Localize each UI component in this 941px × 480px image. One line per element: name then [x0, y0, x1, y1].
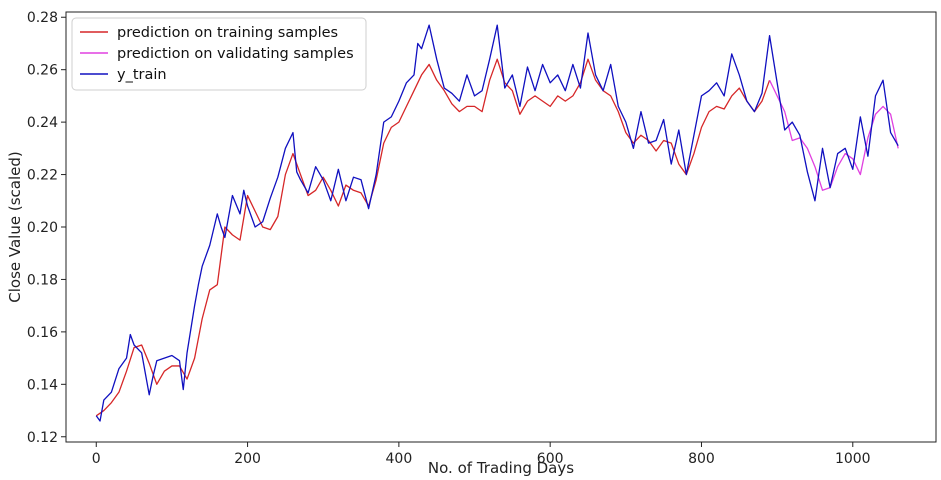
series-line-1 [95, 58, 771, 417]
y-tick-label: 0.22 [27, 168, 58, 184]
x-tick-label: 1000 [835, 451, 871, 467]
y-tick-label: 0.28 [27, 10, 58, 26]
y-tick-label: 0.20 [27, 220, 58, 236]
y-axis-label: Close Value (scaled) [6, 151, 24, 302]
x-tick-label: 400 [386, 451, 413, 467]
series-layer [95, 24, 899, 422]
legend-label: prediction on validating samples [117, 46, 354, 62]
x-axis-label: No. of Trading Days [428, 459, 574, 477]
series-line-2 [768, 79, 899, 191]
y-tick-label: 0.16 [27, 325, 58, 341]
legend-label: prediction on training samples [117, 25, 338, 41]
x-tick-label: 600 [537, 451, 564, 467]
x-tick-label: 800 [688, 451, 715, 467]
legend: prediction on training samples prediction… [71, 17, 367, 91]
y-tick-label: 0.24 [27, 115, 58, 131]
ticks: 0 200 400 600 800 1000 0.12 0.14 0.16 0.18 0.20 0.2… [27, 10, 871, 467]
y-tick-label: 0.12 [27, 430, 58, 446]
y-tick-label: 0.18 [27, 272, 58, 288]
x-tick-label: 0 [92, 451, 101, 467]
y-tick-label: 0.26 [27, 63, 58, 79]
x-tick-label: 200 [234, 451, 261, 467]
series-line-3 [95, 24, 899, 422]
legend-box [71, 17, 367, 91]
y-tick-label: 0.14 [27, 377, 58, 393]
legend-label: y_train [117, 67, 167, 83]
